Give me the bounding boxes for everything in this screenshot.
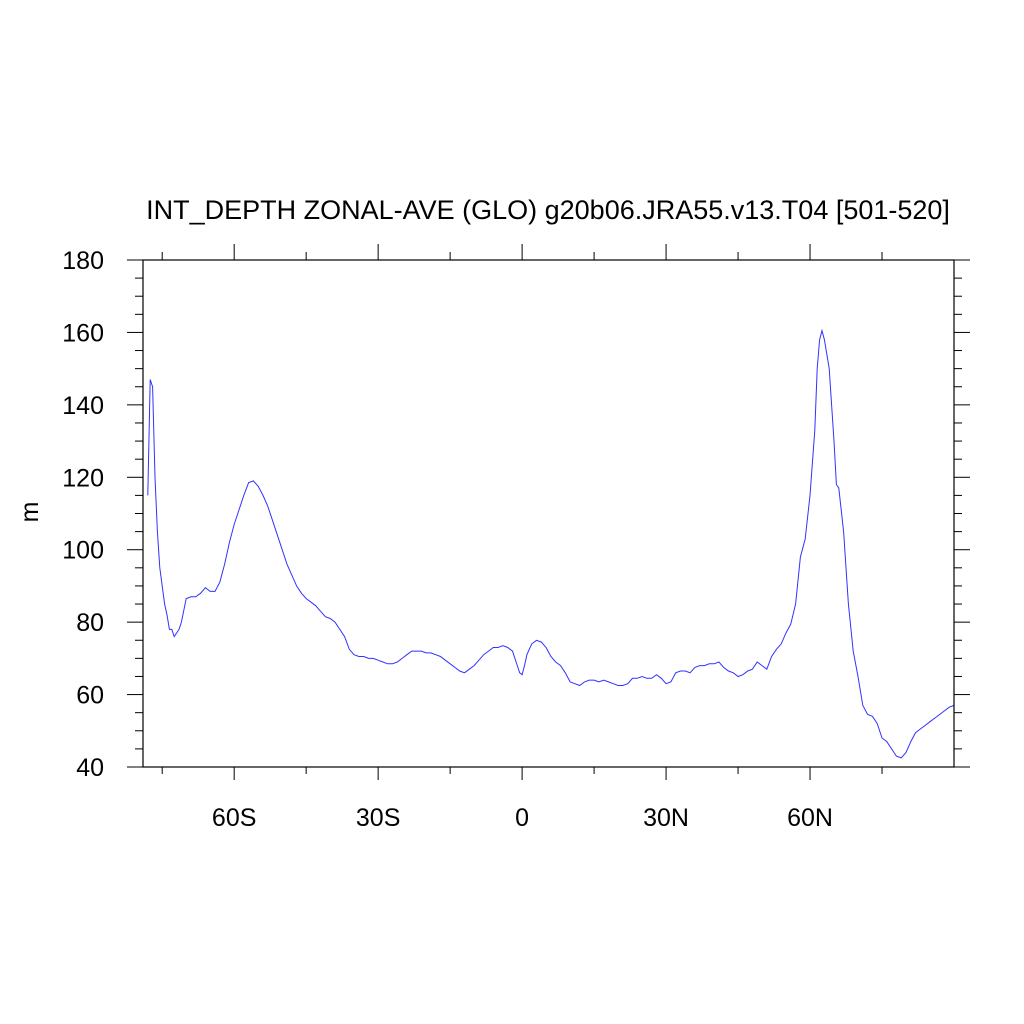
x-tick-label: 60S <box>212 804 256 832</box>
y-tick-label: 180 <box>62 247 104 275</box>
axis-tick-labels: 60S 30S 0 30N 60N 40 60 80 100 120 140 160 180 <box>62 247 833 832</box>
plot-frame <box>142 259 955 768</box>
axis-ticks <box>127 244 970 780</box>
x-tick-label: 0 <box>515 804 529 832</box>
y-tick-label: 140 <box>62 392 104 420</box>
y-axis-label: m <box>16 502 44 523</box>
x-tick-label: 60N <box>787 804 833 832</box>
y-tick-label: 60 <box>76 682 104 710</box>
x-tick-label: 30S <box>356 804 400 832</box>
y-tick-label: 100 <box>62 537 104 565</box>
y-tick-label: 160 <box>62 319 104 347</box>
series-line-0 <box>147 328 955 759</box>
y-tick-label: 120 <box>62 464 104 492</box>
x-tick-label: 30N <box>643 804 689 832</box>
y-tick-label: 80 <box>76 609 104 637</box>
y-tick-label: 40 <box>76 754 104 782</box>
chart-title: INT_DEPTH ZONAL-AVE (GLO) g20b06.JRA55.v… <box>146 195 950 225</box>
plot-lines <box>147 328 955 759</box>
